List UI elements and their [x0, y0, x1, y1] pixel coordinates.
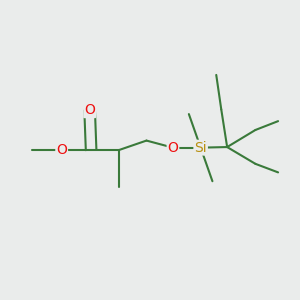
Text: O: O [56, 143, 67, 157]
Text: O: O [167, 141, 178, 154]
Text: Si: Si [194, 141, 207, 154]
Text: O: O [84, 103, 95, 117]
